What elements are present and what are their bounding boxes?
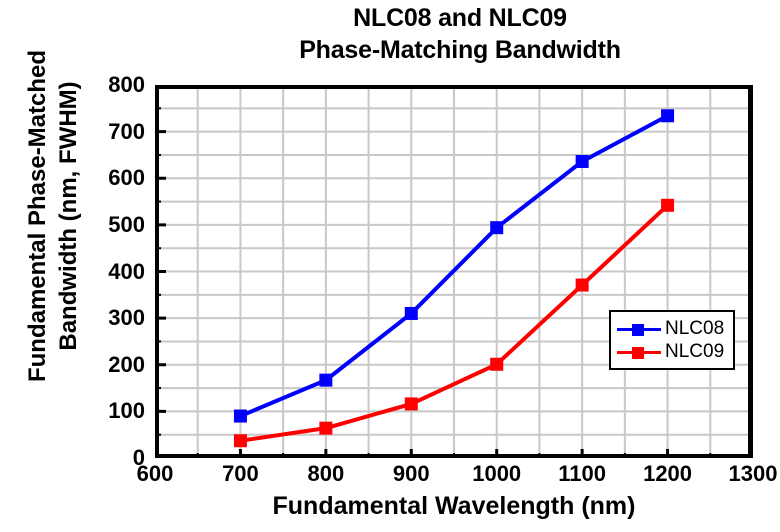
- series-nlc08: [233, 109, 675, 423]
- x-axis-title: Fundamental Wavelength (nm): [272, 492, 636, 520]
- data-point: [575, 278, 589, 292]
- y-tick-label: 800: [108, 72, 145, 97]
- x-tick-label: 700: [222, 461, 259, 486]
- data-point: [319, 421, 333, 435]
- series-nlc09: [233, 198, 675, 448]
- data-point: [490, 357, 504, 371]
- data-point: [233, 434, 247, 448]
- chart-legend[interactable]: NLC08 NLC09: [609, 310, 736, 370]
- x-tick-label: 1100: [558, 461, 606, 486]
- legend-item-nlc09[interactable]: NLC09: [617, 340, 724, 363]
- chart-title-line-2: Phase-Matching Bandwidth: [299, 36, 621, 64]
- legend-item-label: NLC09: [665, 340, 725, 362]
- chart-title-line-1: NLC08 and NLC09: [353, 4, 567, 32]
- y-axis-tick-labels: 0 100 200 300 400 500 600 700 800: [85, 74, 145, 469]
- y-tick-label: 200: [108, 351, 145, 377]
- y-tick-label: 500: [108, 211, 145, 237]
- x-tick-label: 1200: [643, 461, 693, 486]
- x-tick-label: 600: [136, 461, 174, 486]
- y-tick-label: 600: [108, 165, 145, 191]
- y-tick-label: 0: [132, 445, 145, 470]
- chart-title: NLC08 and NLC09 Phase-Matching Bandwidth: [150, 2, 770, 66]
- legend-swatch-icon: [617, 321, 661, 337]
- data-point: [661, 109, 675, 123]
- x-axis-tick-labels: 600 700 800 900 1000 1100 1200 1300: [137, 461, 778, 493]
- legend-item-nlc08[interactable]: NLC08: [617, 317, 724, 340]
- legend-item-label: NLC08: [665, 317, 725, 339]
- x-tick-label: 1300: [728, 461, 778, 486]
- data-point: [233, 409, 247, 423]
- data-point: [404, 397, 418, 411]
- legend-swatch-icon: [617, 344, 661, 360]
- plot-area: [153, 83, 755, 460]
- x-tick-label: 1000: [472, 461, 522, 486]
- data-point: [575, 154, 589, 168]
- y-tick-label: 400: [108, 258, 145, 284]
- data-point: [490, 221, 504, 235]
- data-point: [319, 373, 333, 387]
- y-axis-title: Fundamental Phase-Matched Bandwidth (nm,…: [22, 16, 84, 416]
- data-point: [404, 306, 418, 320]
- data-point: [661, 198, 675, 212]
- y-tick-label: 700: [108, 118, 145, 144]
- plot-canvas: [153, 83, 755, 460]
- x-tick-label: 900: [392, 461, 430, 486]
- y-tick-label: 300: [108, 305, 145, 331]
- y-tick-label: 100: [108, 398, 145, 424]
- y-axis-title-line-1: Fundamental Phase-Matched: [24, 49, 51, 383]
- x-tick-label: 800: [307, 461, 345, 486]
- y-axis-title-line-2: Bandwidth (nm, FWHM): [55, 81, 83, 351]
